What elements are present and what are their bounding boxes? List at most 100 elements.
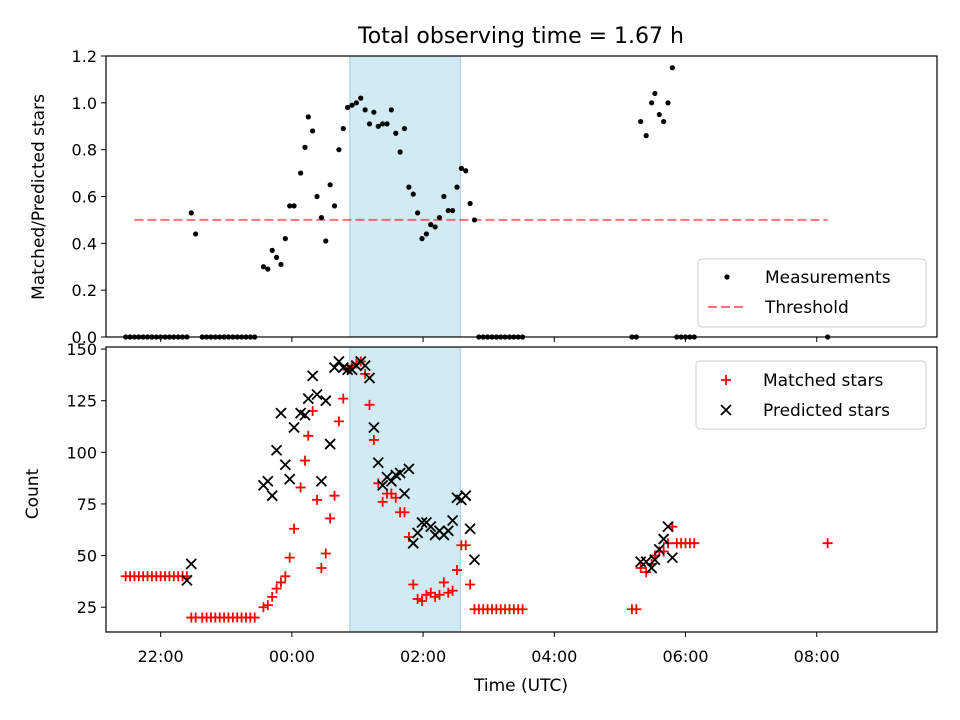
measurement-point <box>380 121 386 127</box>
matched-star-point <box>338 393 349 404</box>
measurement-point <box>336 147 342 153</box>
matched-star-point <box>517 604 528 615</box>
predicted-star-point <box>324 438 336 450</box>
top-legend-box <box>697 258 927 328</box>
measurement-point <box>467 200 473 207</box>
matched-star-point <box>451 565 462 576</box>
predicted-star-point <box>416 516 428 529</box>
measurement-point <box>454 184 460 190</box>
measurement-point <box>287 203 293 209</box>
top-y-tick-label: 0.2 <box>72 281 97 300</box>
matched-star-point <box>377 496 388 507</box>
bottom-legend: Matched stars Predicted stars <box>695 360 927 430</box>
matched-star-point <box>249 612 260 623</box>
bottom-plot-frame <box>105 346 938 633</box>
measurement-point <box>428 222 434 228</box>
measurement-point <box>345 104 351 111</box>
measurement-point <box>410 191 416 197</box>
measurement-point <box>269 247 275 253</box>
x-tick-label: 22:00 <box>138 647 184 666</box>
predicted-star-point <box>653 543 665 556</box>
predicted-star-point <box>315 475 328 487</box>
matched-star-point <box>329 490 340 501</box>
bottom-panel: 25 50 75 100 125 150 22:00 00:00 02:00 04:00 06:00… <box>23 340 938 696</box>
matched-star-point <box>408 579 419 590</box>
matched-star-point <box>333 416 344 427</box>
matched-star-point <box>368 434 379 445</box>
predicted-star-point <box>666 552 679 564</box>
matched-star-point <box>631 604 642 615</box>
matched-star-point <box>289 523 300 534</box>
top-y-tick-label: 0.6 <box>72 188 97 207</box>
bottom-y-axis-label: Count <box>23 468 43 519</box>
predicted-star-point <box>368 421 380 434</box>
predicted-star-point <box>342 364 354 376</box>
predicted-star-point <box>460 490 472 502</box>
predicted-star-point <box>359 359 371 372</box>
measurement-point <box>260 264 267 270</box>
bottom-y-tick-label: 150 <box>66 340 97 359</box>
measurement-point <box>661 118 667 125</box>
top-panel: Total observing time = 1.67 h 0.0 0.2 0.4 0… <box>29 24 938 347</box>
matched-star-point <box>325 513 336 524</box>
measurement-point <box>305 114 311 120</box>
predicted-star-point <box>394 467 406 479</box>
legend-matched-marker <box>721 375 731 385</box>
matched-star-point <box>267 591 278 602</box>
measurement-point <box>471 217 478 223</box>
x-tick-label: 06:00 <box>662 647 708 666</box>
measurement-point <box>397 149 403 155</box>
top-y-tick-label: 0.4 <box>72 234 97 253</box>
top-y-tick-label: 1.2 <box>72 47 97 66</box>
measurement-point <box>384 121 390 127</box>
matched-star-point <box>689 538 700 549</box>
legend-predicted-marker <box>720 404 732 416</box>
measurement-point <box>314 193 320 200</box>
top-y-tick-label: 0.8 <box>72 141 97 160</box>
predicted-star-point <box>363 372 376 384</box>
matched-star-point <box>258 602 269 613</box>
matched-star-point <box>447 585 458 596</box>
measurement-point <box>265 266 271 272</box>
matched-star-point <box>284 552 295 563</box>
predicted-star-point <box>270 444 283 456</box>
measurement-point <box>665 100 671 106</box>
predicted-star-point <box>333 355 345 368</box>
predicted-star-point <box>311 388 323 401</box>
measurement-point <box>458 165 464 171</box>
x-tick-label: 00:00 <box>269 647 315 666</box>
matched-star-point <box>262 600 273 611</box>
measurement-point <box>291 203 297 209</box>
measurement-point <box>419 236 425 242</box>
measurement-point <box>371 109 377 115</box>
matched-star-point <box>438 577 449 588</box>
measurement-point <box>450 207 456 214</box>
bottom-y-tick-label: 25 <box>77 598 97 617</box>
predicted-star-point <box>307 370 319 382</box>
measurement-point <box>401 125 408 132</box>
predicted-star-point <box>385 475 398 487</box>
predicted-star-point <box>299 409 311 421</box>
predicted-star-point <box>320 395 332 407</box>
legend-measurements-marker <box>724 274 730 280</box>
measurement-point <box>643 133 649 139</box>
predicted-star-point <box>376 479 389 492</box>
matched-star-point <box>443 587 454 598</box>
top-legend: Measurements Threshold <box>697 258 927 328</box>
x-tick-label: 02:00 <box>400 647 446 666</box>
matched-star-point <box>416 596 427 607</box>
measurement-point <box>278 261 284 268</box>
legend-matched-label: Matched stars <box>763 371 883 391</box>
x-tick-label: 04:00 <box>531 647 577 666</box>
matched-star-point <box>430 591 441 602</box>
predicted-star-point <box>279 459 291 471</box>
bottom-y-tick-label: 100 <box>66 443 97 462</box>
predicted-star-point <box>658 533 670 545</box>
matched-star-point <box>295 482 306 493</box>
legend-threshold-label: Threshold <box>764 298 849 318</box>
measurement-point <box>669 65 675 71</box>
predicted-star-point <box>464 523 476 535</box>
matched-star-point <box>822 538 833 549</box>
predicted-star-point <box>372 457 384 469</box>
measurement-point <box>415 210 421 216</box>
